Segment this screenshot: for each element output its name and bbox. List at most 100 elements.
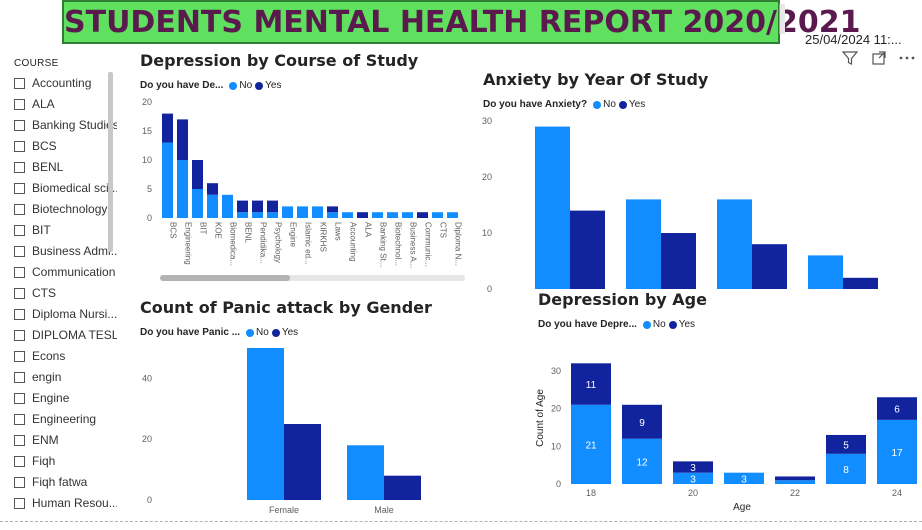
bar-no (342, 212, 353, 218)
slicer-item[interactable]: Human Resou... (14, 495, 117, 511)
checkbox[interactable] (14, 371, 25, 383)
legend-dot-no (642, 320, 651, 329)
y-tick-label: 20 (142, 97, 152, 107)
bar-no (571, 404, 611, 484)
checkbox[interactable] (14, 476, 25, 488)
legend-yes: Yes (678, 319, 696, 330)
slicer-item[interactable]: Accounting (14, 75, 117, 91)
x-tick-label: Communic... (424, 222, 433, 267)
x-tick-label: 24 (892, 488, 902, 498)
slicer-item[interactable]: BENL (14, 159, 117, 175)
filter-icon[interactable] (841, 50, 859, 71)
y-tick-label: 10 (482, 228, 492, 238)
y-tick-label: 30 (482, 116, 492, 126)
bar-no (535, 126, 570, 289)
legend-title: Do you have De... (140, 80, 224, 91)
slicer-item[interactable]: Diploma Nursi... (14, 306, 117, 322)
checkbox[interactable] (14, 392, 25, 404)
checkbox[interactable] (14, 413, 25, 425)
slicer-item[interactable]: Fiqh fatwa (14, 474, 117, 490)
slicer-item-label: Fiqh (32, 454, 56, 468)
checkbox[interactable] (14, 287, 25, 299)
slicer-item[interactable]: ENM (14, 432, 117, 448)
checkbox[interactable] (14, 329, 25, 341)
data-label: 12 (636, 457, 648, 468)
x-tick-label: 20 (688, 488, 698, 498)
y-tick-label: 40 (142, 373, 152, 383)
slicer-item[interactable]: CTS (14, 285, 117, 301)
checkbox[interactable] (14, 182, 25, 194)
slicer-item[interactable]: BCS (14, 138, 117, 154)
x-tick-label: 22 (790, 488, 800, 498)
legend-no: No (256, 327, 269, 338)
bar-yes (327, 206, 338, 213)
slicer-item[interactable]: Banking Studies (14, 117, 117, 133)
bar-yes (162, 113, 173, 143)
legend-title: Do you have Depre... (538, 319, 637, 330)
slicer-item[interactable]: Engineering (14, 411, 117, 427)
x-tick-label: BCS (169, 222, 178, 238)
y-tick-label: 15 (142, 126, 152, 136)
checkbox[interactable] (14, 140, 25, 152)
y-tick-label: 20 (551, 404, 561, 414)
slicer-item[interactable]: Business Admi... (14, 243, 117, 259)
y-tick-label: 20 (142, 434, 152, 444)
x-tick-label: Diploma N... (454, 222, 463, 266)
slicer-item[interactable]: ALA (14, 96, 117, 112)
slicer-item-label: DIPLOMA TESL (32, 328, 117, 342)
x-tick-label: Laws (334, 222, 343, 241)
depression-age-title: Depression by Age (538, 290, 707, 309)
slicer-scrollbar[interactable] (108, 72, 113, 252)
checkbox[interactable] (14, 497, 25, 509)
slicer-item-label: Fiqh fatwa (32, 475, 88, 489)
checkbox[interactable] (14, 350, 25, 362)
bar-no (402, 212, 413, 218)
data-label: 17 (891, 448, 903, 459)
slicer-item[interactable]: Biomedical sci... (14, 180, 117, 196)
slicer-item[interactable]: Engine (14, 390, 117, 406)
slicer-item-label: Engineering (32, 412, 97, 426)
bar-no (267, 212, 278, 218)
slicer-item[interactable]: DIPLOMA TESL (14, 327, 117, 343)
legend-dot-yes (255, 81, 264, 90)
checkbox[interactable] (14, 119, 25, 131)
checkbox[interactable] (14, 224, 25, 236)
bar-yes (207, 183, 218, 195)
bar-no (297, 206, 308, 218)
more-options-icon[interactable] (898, 50, 916, 71)
checkbox[interactable] (14, 98, 25, 110)
checkbox[interactable] (14, 77, 25, 89)
slicer-item[interactable]: Communication (14, 264, 117, 280)
bar-no (622, 438, 662, 484)
checkbox[interactable] (14, 266, 25, 278)
bar-yes (252, 200, 263, 213)
x-tick-label: CTS (439, 222, 448, 238)
bar-yes (417, 212, 428, 218)
slicer-item[interactable]: Econs (14, 348, 117, 364)
slicer-item[interactable]: BIT (14, 222, 117, 238)
bar-no (826, 453, 866, 484)
checkbox[interactable] (14, 455, 25, 467)
focus-mode-icon[interactable] (871, 50, 887, 71)
slicer-item[interactable]: engin (14, 369, 117, 385)
data-label: 8 (843, 465, 849, 476)
x-tick-label: 18 (586, 488, 596, 498)
x-tick-label: ALA (364, 222, 373, 238)
checkbox[interactable] (14, 161, 25, 173)
legend-dot-no (593, 100, 602, 109)
bar-no (162, 142, 173, 218)
checkbox[interactable] (14, 203, 25, 215)
bar-no (177, 160, 188, 218)
legend-dot-yes (668, 320, 677, 329)
data-label: 21 (585, 440, 597, 451)
x-tick-label: Female (269, 505, 299, 515)
slicer-item[interactable]: Biotechnology (14, 201, 117, 217)
slicer-item[interactable]: Fiqh (14, 453, 117, 469)
y-tick-label: 0 (556, 479, 561, 489)
legend-title: Do you have Anxiety? (483, 99, 588, 110)
checkbox[interactable] (14, 245, 25, 257)
checkbox[interactable] (14, 308, 25, 320)
bar-no (207, 194, 218, 218)
checkbox[interactable] (14, 434, 25, 446)
